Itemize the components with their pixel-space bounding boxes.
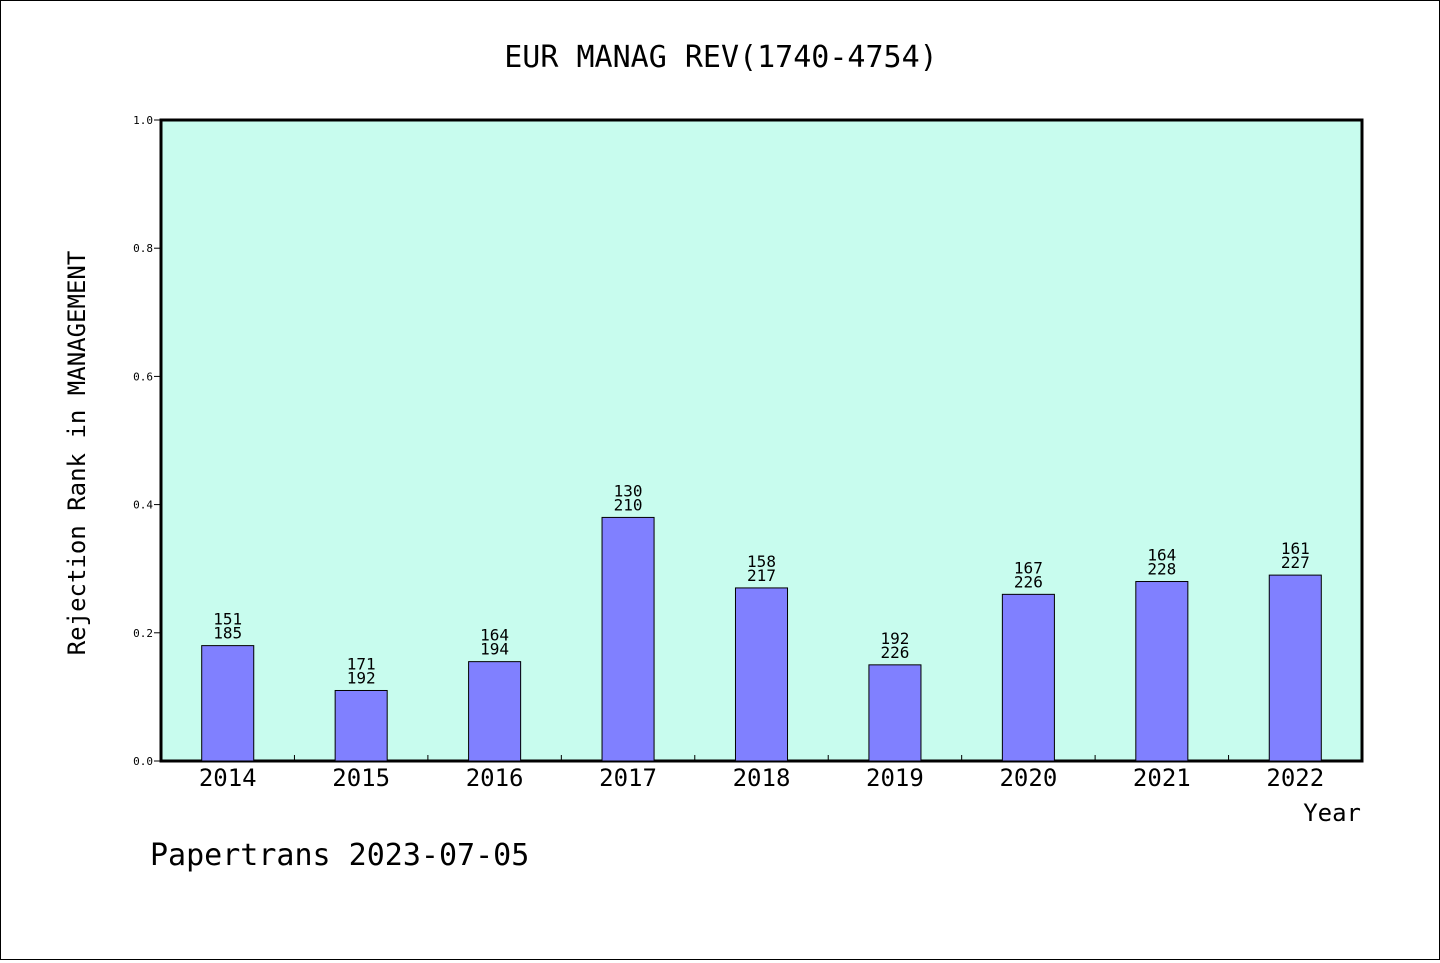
bar-label-top: 151 (213, 610, 242, 629)
y-tick-label: 0.0 (133, 755, 153, 768)
bar-label-top: 164 (480, 626, 509, 645)
x-tick-label: 2015 (332, 764, 390, 792)
bar-label-bottom: 217 (747, 566, 776, 585)
x-tick-label: 2021 (1133, 764, 1191, 792)
bar-2017 (601, 516, 655, 762)
bar-labels: 1511851711921641941302101582171922261672… (213, 481, 1309, 687)
bar-2018 (734, 587, 789, 762)
x-axis-ticks: 2014 2015 2016 2017 2018 2019 2020 2021 2022 (199, 755, 1324, 792)
bar-label-bottom: 210 (614, 495, 643, 514)
x-tick-label: 2020 (999, 764, 1057, 792)
chart-title: EUR MANAG REV(1740-4754) (504, 40, 937, 75)
bar-label-bottom: 194 (480, 640, 509, 659)
y-tick-label: 0.4 (133, 499, 153, 512)
footer-credit: Papertrans 2023-07-05 (150, 838, 529, 873)
bar-label-top: 158 (747, 552, 776, 571)
y-axis-ticks: 0.0 0.2 0.4 0.6 0.8 1.0 (133, 114, 161, 768)
bar-2019 (868, 664, 922, 762)
bar-label-top: 164 (1147, 546, 1176, 565)
bar-label-top: 167 (1014, 558, 1043, 577)
bar-2014 (201, 645, 255, 762)
x-tick-label: 2014 (199, 764, 257, 792)
bar-label-top: 161 (1281, 539, 1310, 558)
bar-2021 (1135, 581, 1189, 762)
y-tick-label: 0.6 (133, 370, 153, 383)
bar-label-bottom: 227 (1281, 553, 1310, 572)
bar-label-top: 130 (614, 481, 643, 500)
x-tick-label: 2019 (866, 764, 924, 792)
bar-label-bottom: 226 (880, 643, 909, 662)
y-axis-label: Rejection Rank in MANAGEMENT (63, 251, 91, 656)
x-tick-label: 2016 (466, 764, 524, 792)
bar-label-bottom: 226 (1014, 572, 1043, 591)
x-tick-label: 2017 (599, 764, 657, 792)
bar-label-top: 192 (880, 629, 909, 648)
x-tick-label: 2018 (733, 764, 791, 792)
bar-2020 (1001, 593, 1055, 762)
bar-2016 (468, 661, 522, 762)
bar-label-top: 171 (347, 654, 376, 673)
bar-label-bottom: 192 (347, 668, 376, 687)
bar-label-bottom: 228 (1147, 560, 1176, 579)
x-tick-label: 2022 (1266, 764, 1324, 792)
y-tick-label: 0.8 (133, 242, 153, 255)
x-axis-label: Year (1303, 799, 1361, 827)
bar-2022 (1268, 574, 1322, 762)
bar-label-bottom: 185 (213, 624, 242, 643)
y-tick-label: 1.0 (133, 114, 153, 127)
bars (201, 516, 1322, 762)
y-tick-label: 0.2 (133, 627, 153, 640)
bar-2015 (334, 689, 388, 762)
